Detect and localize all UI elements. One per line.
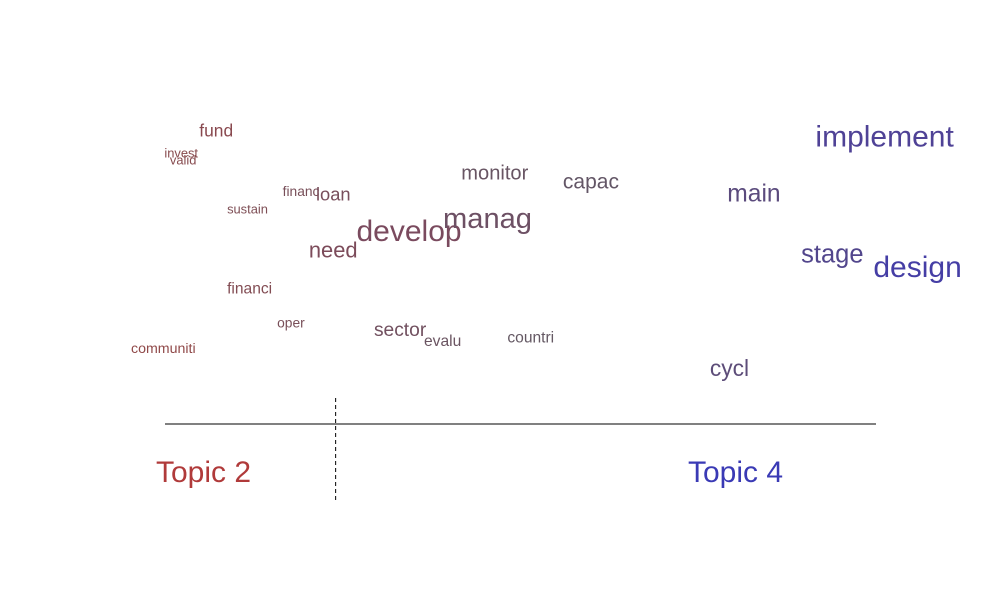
topic-label-right: Topic 4 bbox=[688, 456, 783, 489]
word-label-implement: implement bbox=[815, 120, 954, 153]
word-label-monitor: monitor bbox=[461, 162, 528, 184]
word-label-sector: sector bbox=[374, 320, 427, 341]
word-label-communiti: communiti bbox=[131, 341, 196, 357]
word-label-design: design bbox=[873, 251, 961, 284]
word-label-countri: countri bbox=[507, 330, 554, 347]
word-label-cycl: cycl bbox=[710, 355, 749, 381]
word-label-manag: manag bbox=[443, 203, 532, 235]
word-label-valid: valid bbox=[170, 152, 197, 167]
word-label-financi: financi bbox=[227, 281, 272, 298]
word-label-develop: develop bbox=[356, 215, 461, 248]
word-label-stage: stage bbox=[801, 241, 863, 269]
word-label-sustain: sustain bbox=[227, 201, 268, 216]
word-label-capac: capac bbox=[563, 171, 619, 194]
word-label-fund: fund bbox=[199, 120, 233, 140]
word-label-need: need bbox=[309, 237, 358, 262]
word-label-oper: oper bbox=[277, 316, 305, 331]
word-label-loan: loan bbox=[316, 184, 351, 205]
word-label-main: main bbox=[727, 181, 780, 208]
word-label-financ: financ bbox=[283, 184, 320, 199]
word-label-evalu: evalu bbox=[424, 333, 461, 350]
word-label-invest: invest bbox=[164, 146, 198, 161]
topic-label-left: Topic 2 bbox=[156, 456, 251, 489]
